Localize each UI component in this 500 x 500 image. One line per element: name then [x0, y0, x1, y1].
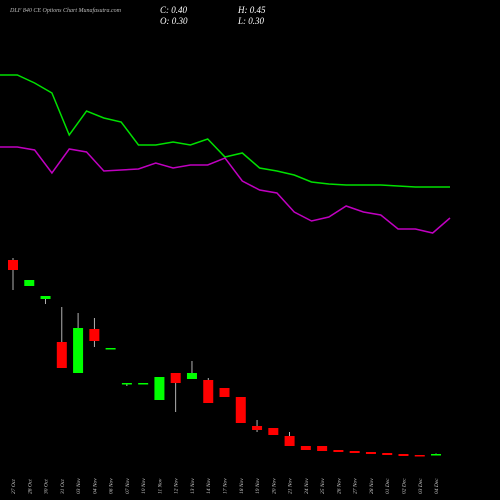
- x-tick-label: 03 Nov: [76, 478, 82, 494]
- x-tick-label: 27 Oct: [11, 479, 17, 494]
- x-tick-label: 04 Dec: [433, 478, 440, 494]
- candle-body: [138, 383, 149, 385]
- candle-body: [317, 446, 328, 451]
- x-tick-label: 02 Dec: [401, 478, 407, 494]
- x-tick-label: 06 Nov: [109, 478, 115, 494]
- candle-body: [219, 388, 230, 397]
- candle-body: [170, 373, 181, 383]
- x-tick-label: 03 Dec: [418, 478, 424, 494]
- x-tick-label: 25 Nov: [320, 478, 326, 494]
- chart-title: DLF 840 CE Options Chart Munafasutra.com: [9, 7, 122, 14]
- candle-body: [186, 373, 197, 379]
- overlay-line: [0, 74, 450, 188]
- candle-body: [431, 454, 442, 456]
- x-tick-label: 14 Nov: [205, 478, 212, 494]
- x-tick-label: 13 Nov: [190, 478, 196, 494]
- x-tick-label: 24 Nov: [303, 478, 310, 494]
- candle-body: [89, 329, 100, 341]
- overlay-line: [0, 146, 451, 234]
- candle-body: [8, 260, 18, 270]
- x-tick-label: 28 Nov: [369, 478, 375, 494]
- x-tick-label: 28 Oct: [27, 479, 33, 494]
- x-tick-label: 01 Dec: [385, 478, 391, 494]
- candle-body: [349, 451, 360, 453]
- candle-body: [414, 455, 425, 457]
- candle-body: [154, 377, 165, 400]
- x-tick-label: 10 Nov: [141, 478, 147, 494]
- candle-body: [284, 436, 295, 446]
- x-tick-label: 21 Nov: [288, 478, 294, 494]
- close-info: C: 0.40: [160, 5, 188, 15]
- x-tick-label: 04 Nov: [91, 478, 98, 494]
- x-tick-label: 30 Oct: [44, 479, 50, 495]
- candle-body: [365, 452, 376, 454]
- x-tick-label: 07 Nov: [125, 478, 131, 494]
- x-tick-label: 12 Nov: [174, 478, 180, 494]
- candle-body: [398, 454, 409, 456]
- open-info: O: 0.30: [160, 16, 188, 26]
- x-tick-label: 27 Nov: [353, 478, 359, 494]
- low-info: L: 0.30: [237, 16, 265, 26]
- candle-body: [24, 280, 35, 286]
- candle-body: [333, 450, 344, 452]
- x-tick-label: 26 Nov: [336, 478, 342, 494]
- candle-body: [300, 446, 311, 450]
- x-tick-label: 20 Nov: [271, 478, 277, 494]
- candle-body: [105, 348, 116, 350]
- candle-body: [56, 342, 67, 368]
- candle-body: [382, 453, 393, 455]
- x-tick-label: 19 Nov: [255, 478, 261, 494]
- candle-body: [121, 383, 132, 385]
- candle-body: [203, 380, 214, 403]
- x-tick-label: 18 Nov: [239, 478, 245, 494]
- x-tick-label: 11 Nov: [157, 478, 163, 494]
- x-tick-label: 17 Nov: [223, 478, 229, 494]
- candle-body: [73, 328, 84, 373]
- candle-body: [268, 428, 279, 435]
- candle-body: [252, 426, 263, 430]
- x-tick-label: 31 Oct: [60, 479, 66, 495]
- high-info: H: 0.45: [237, 5, 266, 15]
- candle-body: [40, 296, 51, 299]
- candle-body: [235, 397, 246, 423]
